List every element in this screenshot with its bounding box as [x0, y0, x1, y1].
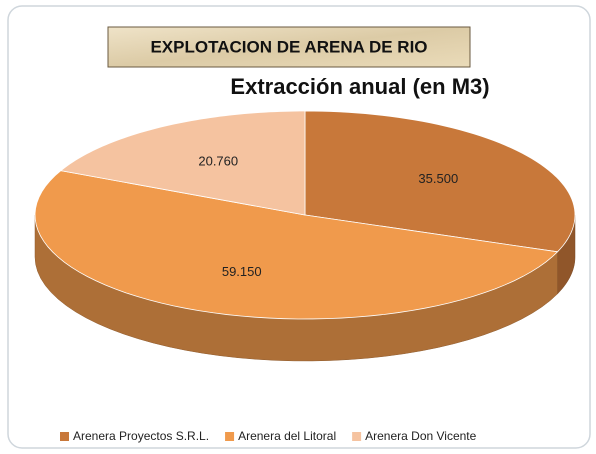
legend-label: Arenera Don Vicente	[365, 429, 477, 443]
slice	[59, 110, 306, 216]
chart-subtitle: Extracción anual (en M3)	[230, 74, 489, 99]
legend-swatch	[352, 432, 362, 441]
pie: 35.500 59.150 20.760	[34, 110, 576, 362]
data-label: 20.760	[198, 154, 238, 169]
legend-swatch	[225, 432, 235, 441]
title-box	[107, 26, 471, 68]
slice	[304, 110, 576, 253]
legend-label: Arenera Proyectos S.R.L.	[73, 429, 209, 443]
data-label: 35.500	[418, 171, 458, 186]
chart-title: EXPLOTACION DE ARENA DE RIO	[150, 37, 427, 56]
data-label: 59.150	[222, 264, 262, 279]
slice	[34, 170, 559, 320]
legend-label: Arenera del Litoral	[238, 429, 336, 443]
legend-swatch	[60, 432, 69, 441]
legend: Arenera Proyectos S.R.L. Arenera del Lito…	[60, 429, 477, 443]
